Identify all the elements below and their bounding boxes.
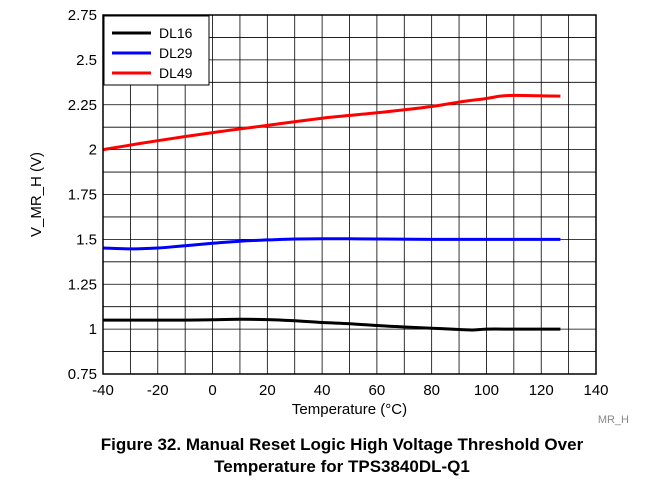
series-line-dl16 bbox=[103, 317, 561, 332]
x-tick-label: 120 bbox=[529, 382, 554, 399]
series-layer bbox=[102, 93, 561, 332]
x-tick-label: 80 bbox=[423, 382, 440, 399]
figure-code: MR_H bbox=[598, 414, 629, 426]
y-tick-label: 1.5 bbox=[76, 231, 97, 248]
caption-line-1: Figure 32. Manual Reset Logic High Volta… bbox=[100, 435, 584, 454]
y-tick-label: 2.25 bbox=[68, 97, 97, 114]
x-tick-label: 40 bbox=[314, 382, 331, 399]
x-tick-label: 20 bbox=[259, 382, 276, 399]
y-axis-label: V_MR_H (V) bbox=[28, 152, 45, 237]
figure-caption: Figure 32. Manual Reset Logic High Volta… bbox=[20, 434, 664, 478]
x-tick-label: -40 bbox=[92, 382, 114, 399]
y-tick-label: 2.5 bbox=[76, 52, 97, 69]
y-tick-label: 2 bbox=[89, 142, 97, 159]
series-line-dl49 bbox=[102, 93, 561, 152]
legend: DL16 DL29 DL49 bbox=[103, 15, 210, 86]
x-tick-label: 60 bbox=[369, 382, 386, 399]
legend-label-dl29: DL29 bbox=[159, 45, 193, 61]
x-tick-label: 140 bbox=[583, 382, 608, 399]
x-tick-label: -20 bbox=[147, 382, 169, 399]
line-chart: -40 -20 0 20 40 60 80 100 120 140 0.75 1 1.25 1.5 1.75… bbox=[28, 7, 629, 426]
y-tick-label: 1.25 bbox=[68, 276, 97, 293]
y-tick-label: 1 bbox=[89, 321, 97, 338]
y-tick-label: 2.75 bbox=[68, 7, 97, 24]
y-tick-label: 0.75 bbox=[68, 366, 97, 383]
x-tick-label: 0 bbox=[208, 382, 216, 399]
legend-label-dl16: DL16 bbox=[159, 25, 193, 41]
x-axis-label: Temperature (°C) bbox=[292, 401, 407, 418]
y-tick-label: 1.75 bbox=[68, 187, 97, 204]
caption-line-2: Temperature for TPS3840DL-Q1 bbox=[214, 457, 470, 476]
tick-labels: -40 -20 0 20 40 60 80 100 120 140 0.75 1 1.25 1.5 1.75… bbox=[68, 7, 609, 399]
legend-label-dl49: DL49 bbox=[159, 65, 193, 81]
legend-box bbox=[103, 15, 210, 86]
series-line-dl29 bbox=[102, 237, 561, 251]
plot-frame bbox=[102, 14, 597, 375]
x-tick-label: 100 bbox=[474, 382, 499, 399]
